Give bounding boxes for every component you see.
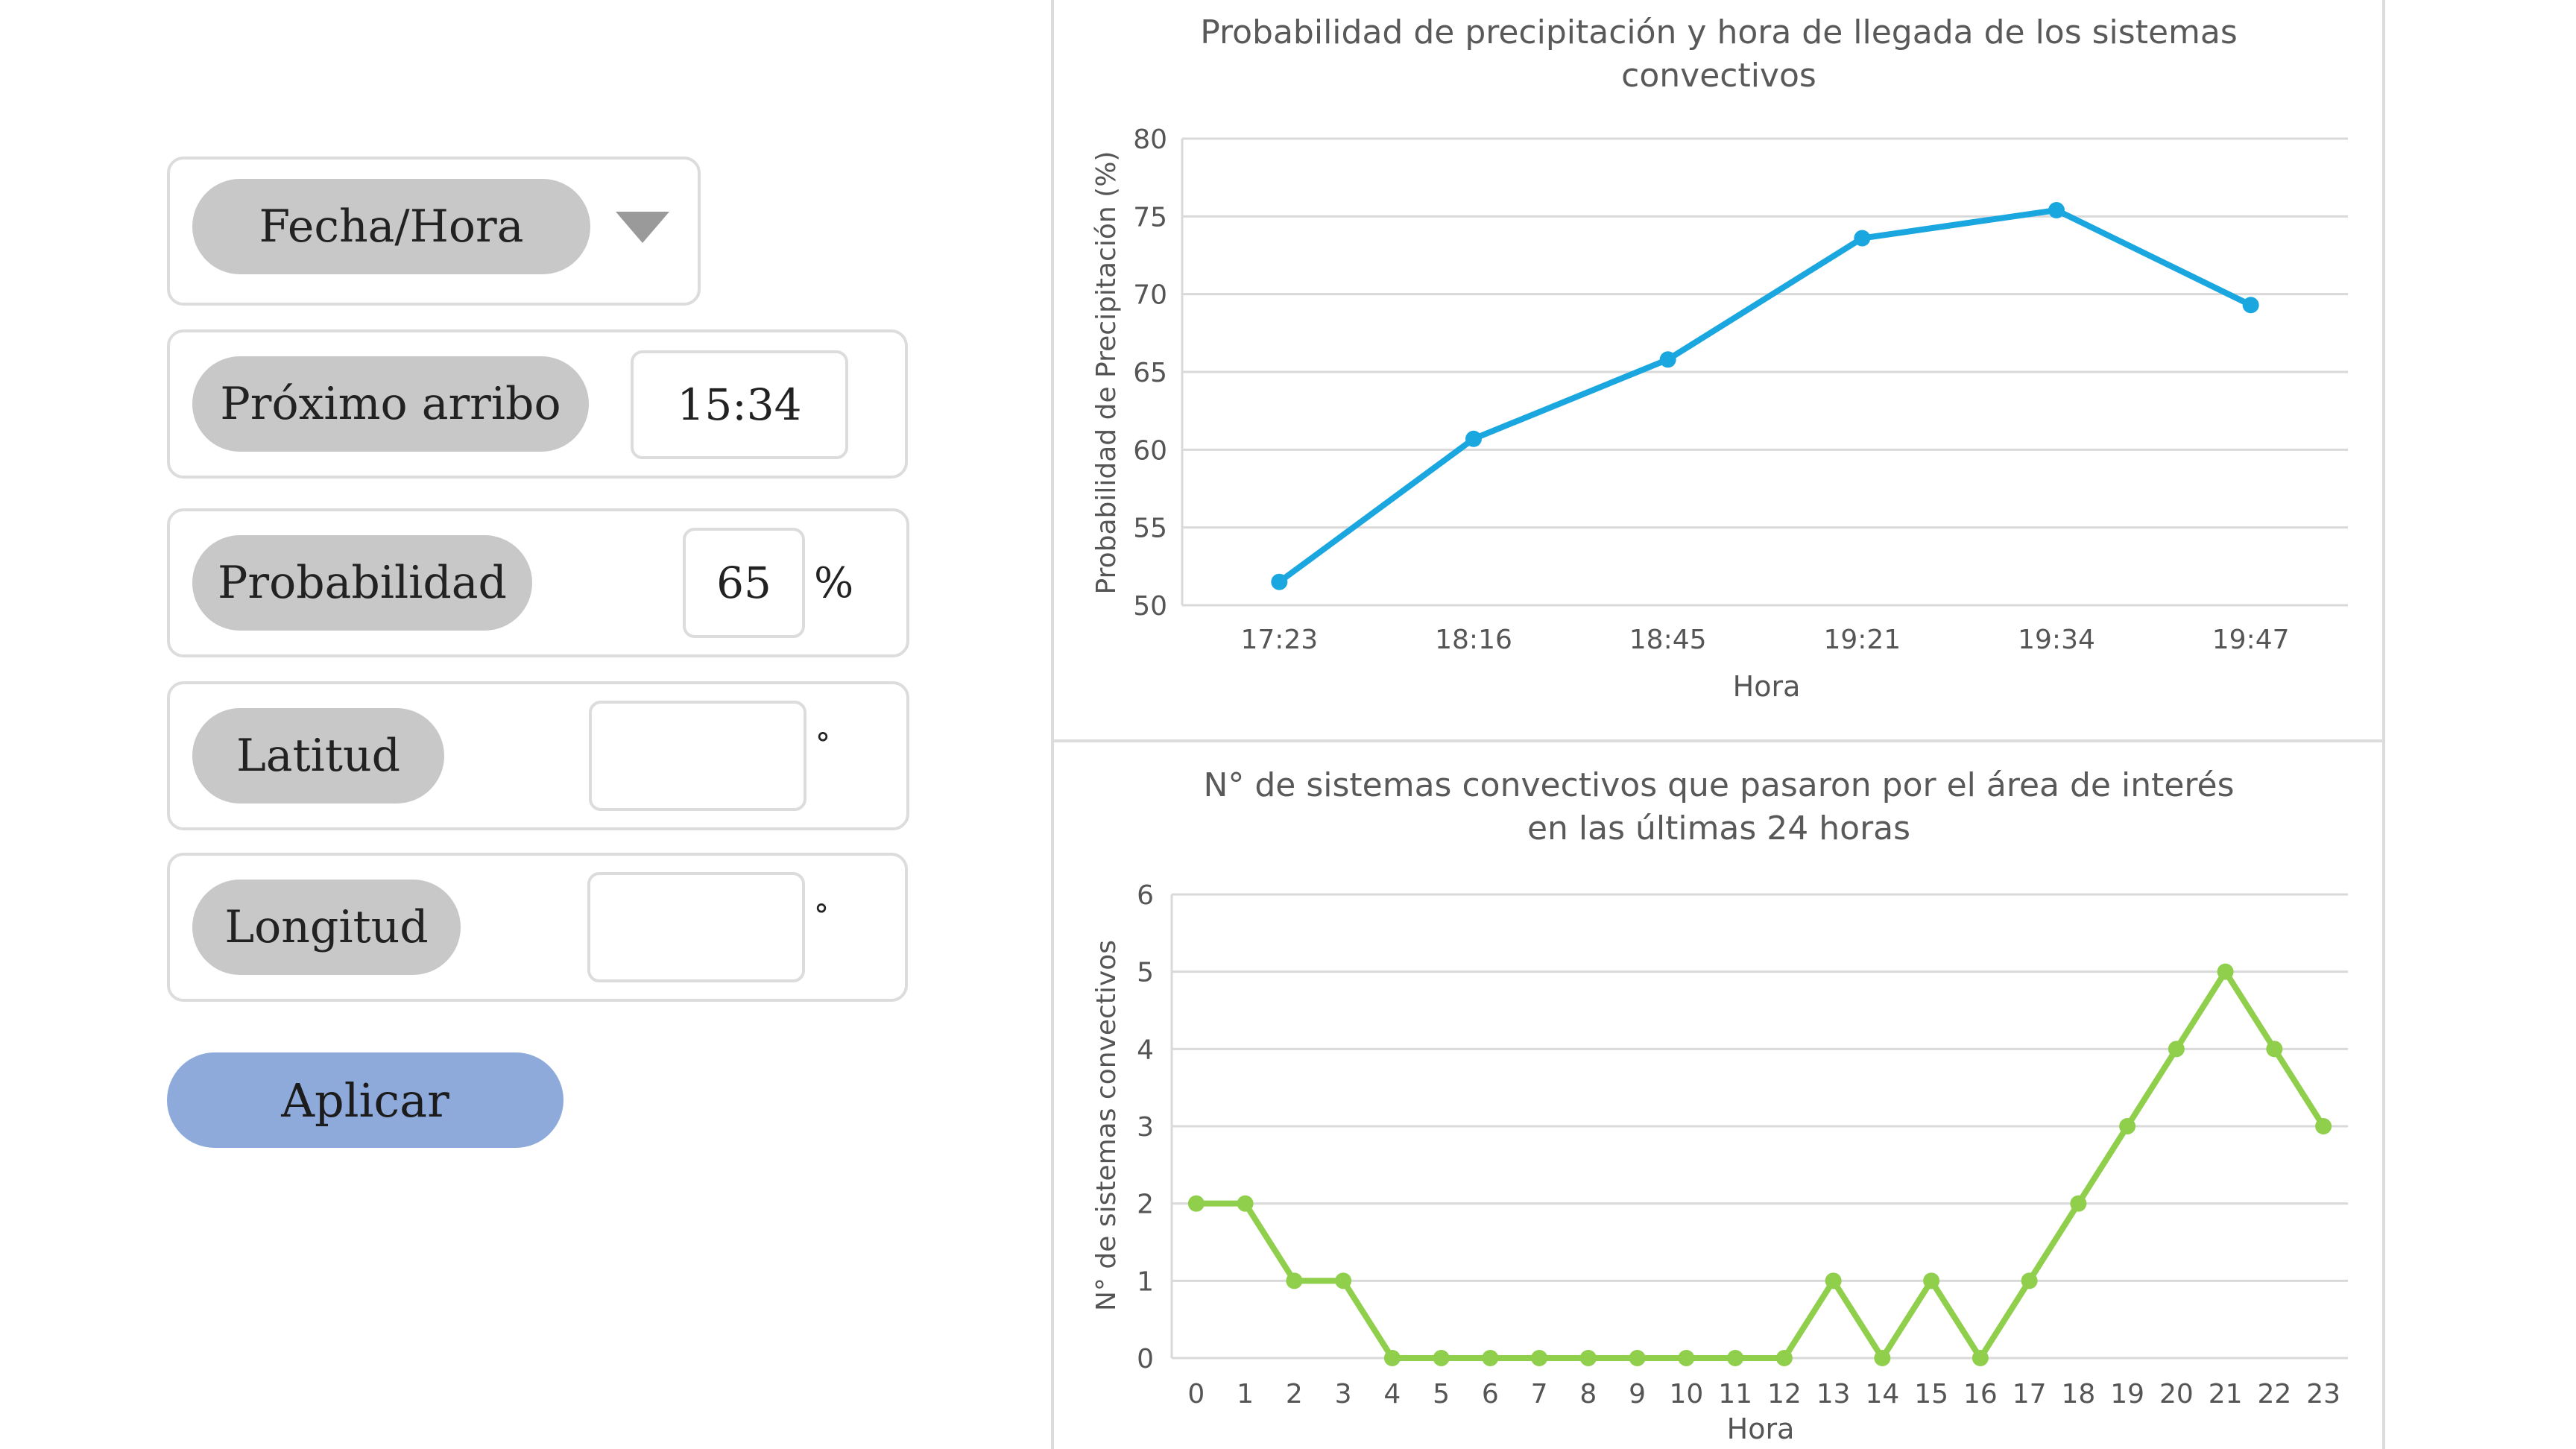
precipitation-chart-panel — [1051, 0, 2385, 742]
longitude-unit: ° — [814, 899, 829, 933]
probability-label: Probabilidad — [192, 535, 532, 631]
longitude-label: Longitud — [192, 880, 461, 975]
probability-input[interactable]: 65 — [683, 528, 805, 638]
latitude-label: Latitud — [192, 708, 444, 804]
datetime-dropdown-icon[interactable] — [616, 212, 669, 243]
latitude-input[interactable] — [589, 701, 806, 811]
arrival-input[interactable]: 15:34 — [631, 350, 848, 459]
latitude-unit: ° — [815, 727, 830, 762]
longitude-input[interactable] — [587, 872, 805, 982]
datetime-label: Fecha/Hora — [192, 179, 590, 274]
apply-button[interactable]: Aplicar — [167, 1052, 564, 1148]
arrival-label: Próximo arribo — [192, 356, 589, 452]
convective-systems-chart-panel — [1051, 742, 2385, 1449]
probability-unit: % — [814, 559, 854, 607]
